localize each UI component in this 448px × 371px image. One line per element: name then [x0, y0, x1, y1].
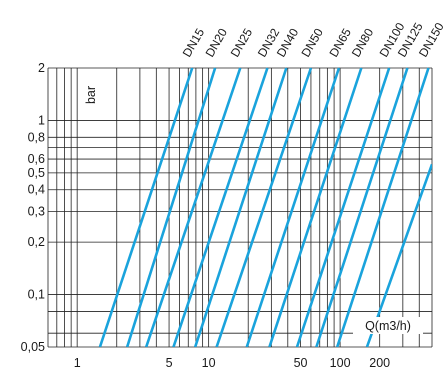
series-label-dn80: DN80	[349, 26, 377, 60]
series-line-dn150	[335, 67, 430, 347]
y-tick-label: 1	[38, 113, 45, 127]
grid	[47, 67, 433, 348]
y-tick-label: 0,3	[28, 204, 45, 218]
series-line-dn125	[315, 67, 409, 347]
y-tick-label: 0,5	[28, 166, 45, 180]
series-label-dn65: DN65	[326, 26, 354, 60]
y-tick-label: 2	[38, 61, 45, 75]
series-line-dn25	[144, 67, 242, 347]
series-line-dn80	[268, 67, 363, 347]
y-tick-label: 0,8	[28, 130, 45, 144]
x-tick-label: 200	[369, 356, 390, 370]
y-tick-label: 0,6	[28, 152, 45, 166]
series-line-dn65	[245, 67, 341, 347]
y-tick-label: 0,05	[21, 340, 45, 354]
series-line-dn200	[365, 163, 432, 347]
x-tick-label: 50	[294, 356, 308, 370]
x-axis-label: Q(m3/h)	[365, 319, 411, 333]
y-tick-label: 0,4	[28, 183, 45, 197]
series-line-dn100	[295, 67, 391, 347]
y-tick-label: 0,2	[28, 235, 45, 249]
series-line-dn20	[125, 67, 217, 347]
x-tick-label: 10	[202, 356, 216, 370]
series-label-dn15: DN15	[180, 26, 208, 60]
y-axis-label: bar	[84, 86, 98, 104]
series-line-dn40	[193, 67, 288, 347]
labels: 2 1 0,8 0,60,5 0,4 0,3 0,2 0,1 0,05 1 5 10 50 100 200 D…	[21, 20, 447, 370]
x-tick-label: 100	[330, 356, 351, 370]
series-label-dn20: DN20	[203, 26, 231, 60]
series-line-dn50	[215, 67, 313, 347]
series-line-dn15	[98, 67, 194, 347]
series-lines	[98, 67, 432, 347]
y-tick-label: 0,1	[28, 288, 45, 302]
ylabel-backing	[81, 78, 99, 112]
series-line-dn32	[172, 67, 269, 347]
x-tick-label: 5	[166, 356, 173, 370]
xlabel-backing	[353, 317, 423, 334]
x-tick-label: 1	[74, 356, 81, 370]
series-label-dn25: DN25	[228, 26, 256, 60]
series-label-dn50: DN50	[298, 26, 326, 60]
